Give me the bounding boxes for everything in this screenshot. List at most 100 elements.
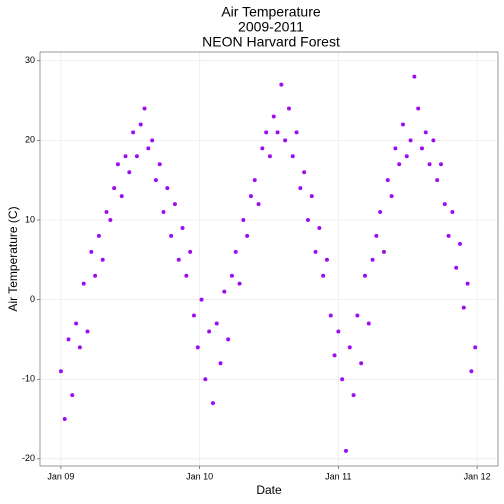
point — [286, 106, 291, 111]
point — [62, 417, 67, 422]
plot-border — [39, 51, 499, 467]
point — [374, 233, 379, 238]
point — [176, 257, 181, 262]
point — [366, 321, 371, 326]
point — [275, 130, 280, 135]
point — [313, 249, 318, 254]
point — [229, 273, 234, 278]
point — [195, 345, 200, 350]
point — [161, 210, 166, 215]
chart-title: 2009-2011 — [238, 19, 304, 35]
point — [290, 154, 295, 159]
point — [93, 273, 98, 278]
point — [359, 361, 364, 366]
point — [58, 369, 63, 374]
point — [100, 257, 105, 262]
point — [210, 401, 215, 406]
point — [142, 106, 147, 111]
point — [446, 233, 451, 238]
point — [127, 170, 132, 175]
point — [397, 162, 402, 167]
point — [218, 361, 223, 366]
point — [184, 273, 189, 278]
point — [70, 393, 75, 398]
y-axis-label: Air Temperature (C) — [6, 206, 20, 311]
point — [66, 337, 71, 342]
point — [309, 194, 314, 199]
point — [165, 186, 170, 191]
y-tick-label: 0 — [30, 294, 35, 304]
point — [317, 225, 322, 230]
point — [340, 377, 345, 382]
y-tick-label: -20 — [22, 453, 35, 463]
point — [134, 154, 139, 159]
point — [112, 186, 117, 191]
point — [435, 178, 440, 183]
point — [298, 186, 303, 191]
point — [378, 210, 383, 215]
point — [465, 281, 470, 286]
x-axis-label: Date — [256, 483, 282, 497]
point — [431, 138, 436, 143]
point — [370, 257, 375, 262]
y-tick-label: 30 — [25, 55, 35, 65]
point — [131, 130, 136, 135]
chart-title: Air Temperature — [221, 4, 321, 20]
x-tick-label: Jan 09 — [47, 471, 74, 481]
point — [404, 154, 409, 159]
y-tick-label: -10 — [22, 374, 35, 384]
point — [351, 393, 356, 398]
point — [416, 106, 421, 111]
point — [427, 162, 432, 167]
point — [207, 329, 212, 334]
point — [115, 162, 120, 167]
point — [222, 289, 227, 294]
point — [324, 257, 329, 262]
point — [423, 130, 428, 135]
point — [473, 345, 478, 350]
x-tick-label: Jan 12 — [464, 471, 491, 481]
point — [328, 313, 333, 318]
point — [408, 138, 413, 143]
point — [188, 249, 193, 254]
point — [419, 146, 424, 151]
y-tick-label: 20 — [25, 135, 35, 145]
point — [252, 178, 257, 183]
point — [245, 233, 250, 238]
point — [321, 273, 326, 278]
point — [180, 225, 185, 230]
point — [96, 233, 101, 238]
point — [347, 345, 352, 350]
point — [279, 82, 284, 87]
y-tick-label: 10 — [25, 214, 35, 224]
point — [81, 281, 86, 286]
point — [385, 178, 390, 183]
point — [457, 241, 462, 246]
point — [267, 154, 272, 159]
point — [233, 249, 238, 254]
point — [214, 321, 219, 326]
point — [381, 249, 386, 254]
point — [150, 138, 155, 143]
point — [119, 194, 124, 199]
point — [77, 345, 82, 350]
point — [74, 321, 79, 326]
point — [248, 194, 253, 199]
point — [191, 313, 196, 318]
point — [264, 130, 269, 135]
point — [237, 281, 242, 286]
point — [203, 377, 208, 382]
point — [108, 217, 113, 222]
point — [454, 265, 459, 270]
point — [393, 146, 398, 151]
point — [226, 337, 231, 342]
point — [283, 138, 288, 143]
point — [123, 154, 128, 159]
point — [389, 194, 394, 199]
point — [442, 202, 447, 207]
point — [355, 313, 360, 318]
point — [305, 217, 310, 222]
x-tick-label: Jan 10 — [186, 471, 213, 481]
point — [469, 369, 474, 374]
